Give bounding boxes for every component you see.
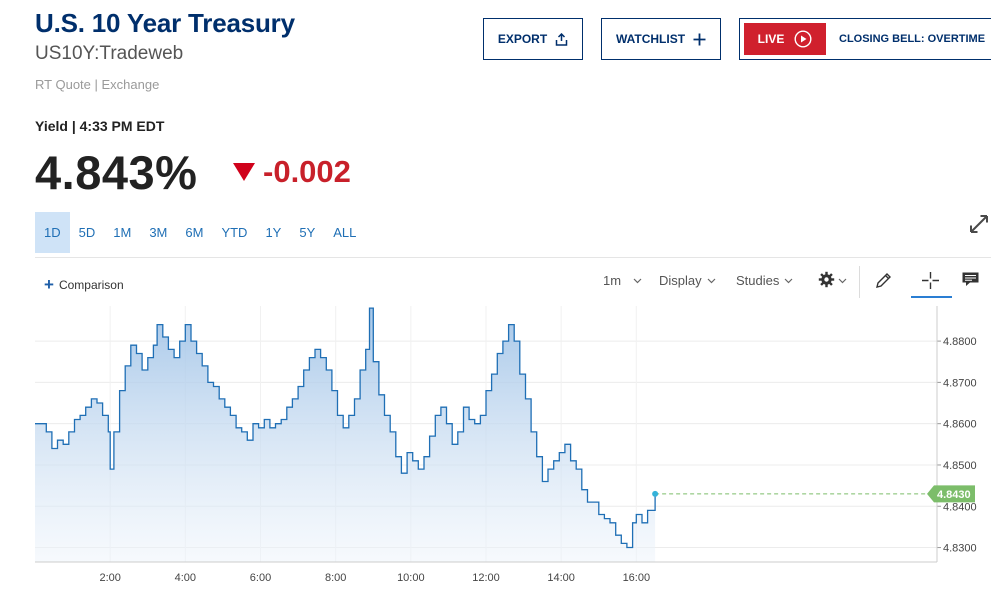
y-tick-label: 4.8600 xyxy=(943,419,977,431)
export-label: EXPORT xyxy=(497,32,548,46)
y-tick-label: 4.8700 xyxy=(943,377,977,389)
range-5d[interactable]: 5D xyxy=(78,225,96,240)
share-icon xyxy=(555,32,568,46)
last-value-tag: 4.8430 xyxy=(927,485,975,503)
expand-icon[interactable] xyxy=(968,213,990,240)
range-ytd[interactable]: YTD xyxy=(221,225,248,240)
range-3m[interactable]: 3M xyxy=(149,225,168,240)
y-tick-label: 4.8800 xyxy=(943,336,977,348)
symbol-label: US10Y:Tradeweb xyxy=(35,43,184,64)
yield-change: -0.002 xyxy=(263,154,351,189)
toolbar-separator xyxy=(859,266,860,298)
comparison-label: Comparison xyxy=(58,277,124,292)
annotation-tool-button[interactable] xyxy=(961,271,980,291)
display-label: Display xyxy=(659,273,702,288)
interval-select[interactable]: 1m xyxy=(603,273,642,288)
x-tick-label: 14:00 xyxy=(547,572,575,584)
range-5y[interactable]: 5Y xyxy=(299,225,316,240)
plus-icon: + xyxy=(44,275,54,294)
down-arrow-icon xyxy=(233,163,255,181)
plus-icon xyxy=(693,33,706,46)
watchlist-button[interactable]: WATCHLIST xyxy=(601,18,721,60)
crosshair-icon xyxy=(921,271,940,293)
y-tick-label: 4.8400 xyxy=(943,501,977,513)
x-tick-label: 16:00 xyxy=(623,572,651,584)
range-selector: 1D 5D 1M 3M 6M YTD 1Y 5Y ALL xyxy=(35,212,365,253)
range-1d[interactable]: 1D xyxy=(35,212,70,253)
last-value-tag-bg xyxy=(927,485,975,503)
yield-price: 4.843% xyxy=(35,146,198,199)
live-button[interactable]: LIVE xyxy=(744,23,826,55)
display-menu[interactable]: Display xyxy=(659,273,716,288)
x-tick-label: 6:00 xyxy=(250,572,271,584)
x-tick-label: 2:00 xyxy=(99,572,120,584)
x-tick-label: 10:00 xyxy=(397,572,425,584)
pencil-icon xyxy=(874,271,893,293)
chevron-down-icon xyxy=(784,278,793,284)
draw-tool-button[interactable] xyxy=(874,271,893,293)
chart-toolbar-divider xyxy=(35,257,991,258)
x-tick-label: 8:00 xyxy=(325,572,346,584)
quote-source: RT Quote | Exchange xyxy=(35,77,160,92)
crosshair-tool-button[interactable] xyxy=(921,271,940,293)
y-tick-label: 4.8500 xyxy=(943,460,977,472)
crosshair-active-indicator xyxy=(911,296,952,298)
chevron-down-icon xyxy=(633,278,642,284)
x-tick-label: 12:00 xyxy=(472,572,500,584)
play-icon xyxy=(794,30,812,48)
studies-label: Studies xyxy=(736,273,780,288)
x-tick-label: 4:00 xyxy=(175,572,196,584)
range-1y[interactable]: 1Y xyxy=(265,225,282,240)
yield-line xyxy=(35,307,656,549)
yield-area xyxy=(35,308,656,562)
comment-icon xyxy=(961,271,980,291)
watchlist-label: WATCHLIST xyxy=(615,32,686,46)
range-6m[interactable]: 6M xyxy=(185,225,204,240)
range-all[interactable]: ALL xyxy=(333,225,357,240)
live-show-title[interactable]: CLOSING BELL: OVERTIME xyxy=(839,33,986,45)
yield-timestamp: Yield | 4:33 PM EDT xyxy=(35,118,165,134)
page-title: U.S. 10 Year Treasury xyxy=(35,8,295,38)
chevron-down-icon xyxy=(707,278,716,284)
y-tick-label: 4.8300 xyxy=(943,543,977,555)
interval-value: 1m xyxy=(603,273,622,288)
range-1m[interactable]: 1M xyxy=(113,225,132,240)
chevron-down-icon xyxy=(838,278,847,284)
live-label: LIVE xyxy=(757,32,785,46)
comparison-button[interactable]: + Comparison xyxy=(44,276,124,293)
export-button[interactable]: EXPORT xyxy=(483,18,583,60)
live-banner: LIVE CLOSING BELL: OVERTIME xyxy=(739,18,991,60)
studies-menu[interactable]: Studies xyxy=(736,273,793,288)
settings-menu[interactable] xyxy=(818,271,847,291)
last-value-dot xyxy=(652,490,659,497)
last-value-label: 4.8430 xyxy=(937,489,971,501)
gear-icon xyxy=(818,271,835,291)
yield-chart[interactable]: 4.8300 4.8400 4.8500 4.8600 4.8700 4.8800 2:0… xyxy=(0,300,991,594)
